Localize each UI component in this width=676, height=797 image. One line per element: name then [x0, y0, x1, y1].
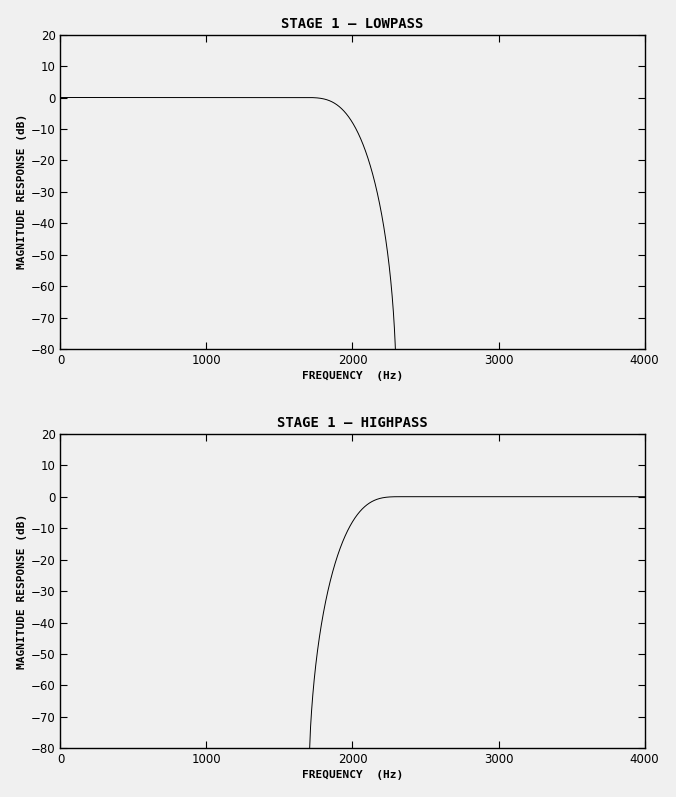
X-axis label: FREQUENCY  (Hz): FREQUENCY (Hz): [302, 371, 403, 381]
Y-axis label: MAGNITUDE RESPONSE (dB): MAGNITUDE RESPONSE (dB): [17, 513, 26, 669]
Title: STAGE 1 – LOWPASS: STAGE 1 – LOWPASS: [281, 17, 424, 30]
X-axis label: FREQUENCY  (Hz): FREQUENCY (Hz): [302, 771, 403, 780]
Y-axis label: MAGNITUDE RESPONSE (dB): MAGNITUDE RESPONSE (dB): [17, 114, 26, 269]
Title: STAGE 1 – HIGHPASS: STAGE 1 – HIGHPASS: [277, 416, 428, 430]
